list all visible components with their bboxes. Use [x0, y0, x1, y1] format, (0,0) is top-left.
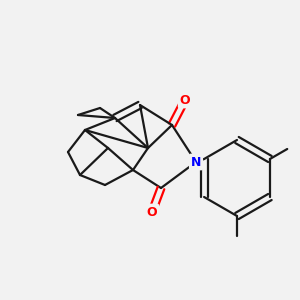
Text: O: O: [180, 94, 190, 106]
Text: O: O: [147, 206, 157, 218]
Text: N: N: [191, 155, 201, 169]
